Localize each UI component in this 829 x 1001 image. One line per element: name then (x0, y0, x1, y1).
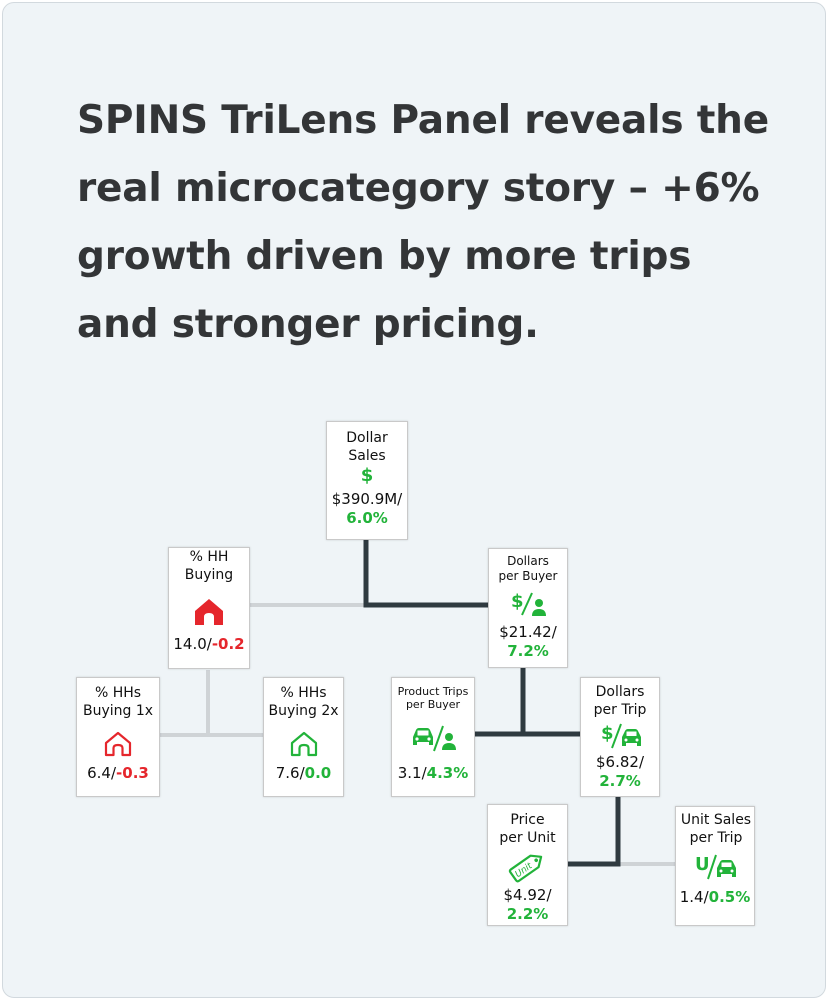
node-dollars-per-trip: Dollars per Trip $ $6.82/ 2.7% (580, 677, 660, 797)
value-text: 3.1/ (397, 764, 427, 782)
node-value: $6.82/ 2.7% (581, 753, 659, 791)
node-label: Dollars per Buyer (498, 554, 558, 583)
node-label: Dollars per Trip (593, 684, 647, 718)
node-label: % HHs Buying 1x (82, 685, 154, 719)
change-text: 6.0% (346, 509, 388, 527)
svg-text:$: $ (601, 723, 614, 744)
node-value: 6.4/-0.3 (77, 764, 159, 783)
dollar-per-car-icon: $ (601, 723, 641, 749)
node-value: $390.9M/ 6.0% (327, 490, 407, 528)
dollar-icon: $ (360, 465, 374, 486)
node-label: Product Trips per Buyer (397, 685, 469, 711)
value-text: 14.0/ (173, 635, 212, 653)
change-text: 0.0 (304, 764, 332, 782)
value-text: 6.4/ (87, 764, 117, 782)
node-value: 3.1/4.3% (392, 764, 474, 783)
node-price-per-unit: Price per Unit Unit $4.92/ 2.2% (487, 804, 568, 926)
node-value: $21.42/ 7.2% (489, 623, 567, 661)
change-text: -0.2 (211, 635, 245, 653)
change-text: 2.7% (599, 772, 641, 790)
node-product-trips-per-buyer: Product Trips per Buyer 3.1/4.3% (391, 677, 475, 797)
value-text: 7.6/ (275, 764, 305, 782)
svg-text:U: U (695, 854, 710, 875)
unit-per-car-icon: U (695, 854, 736, 880)
node-value: 14.0/-0.2 (169, 635, 249, 654)
change-text: 7.2% (507, 642, 549, 660)
node-dollar-sales: Dollar Sales $ $390.9M/ 6.0% (326, 421, 408, 540)
change-text: 0.5% (708, 888, 751, 906)
house-outline-icon (290, 731, 317, 757)
node-unit-sales-per-trip: Unit Sales per Trip U 1.4/0.5% (675, 806, 755, 926)
value-text: $6.82/ (596, 753, 644, 771)
value-text: 1.4/ (679, 888, 709, 906)
node-label: Unit Sales per Trip (680, 812, 752, 846)
headline: SPINS TriLens Panel reveals the real mic… (77, 98, 769, 347)
change-text: -0.3 (116, 764, 149, 782)
house-outline-icon (104, 731, 132, 757)
node-hhs-buying-2x: % HHs Buying 2x 7.6/0.0 (263, 677, 344, 797)
node-value: 1.4/0.5% (676, 888, 754, 907)
change-text: 2.2% (506, 905, 549, 923)
node-label: % HH Buying (184, 549, 234, 583)
car-per-person-icon (413, 725, 456, 752)
house-icon (195, 599, 223, 625)
svg-text:$: $ (511, 591, 524, 612)
node-value: 7.6/0.0 (264, 764, 343, 783)
node-label: Dollar Sales (346, 430, 388, 464)
value-text: $21.42/ (499, 623, 557, 641)
connector-dollar-sales (363, 540, 488, 608)
node-hhs-buying-1x: % HHs Buying 1x 6.4/-0.3 (76, 677, 160, 797)
node-dollars-per-buyer: Dollars per Buyer $ $21.42/ 7.2% (488, 548, 568, 668)
value-text: $390.9M/ (331, 490, 403, 508)
change-text: 4.3% (426, 764, 469, 782)
price-tag-icon: Unit (508, 854, 542, 883)
node-value: $4.92/ 2.2% (488, 886, 567, 924)
dollar-per-person-icon: $ (511, 591, 546, 616)
node-label: % HHs Buying 2x (268, 685, 339, 719)
node-label: Price per Unit (499, 812, 556, 846)
connector-trip-split (568, 797, 621, 867)
value-text: $4.92/ (503, 886, 552, 904)
node-hh-buying: % HH Buying 14.0/-0.2 (168, 547, 250, 669)
